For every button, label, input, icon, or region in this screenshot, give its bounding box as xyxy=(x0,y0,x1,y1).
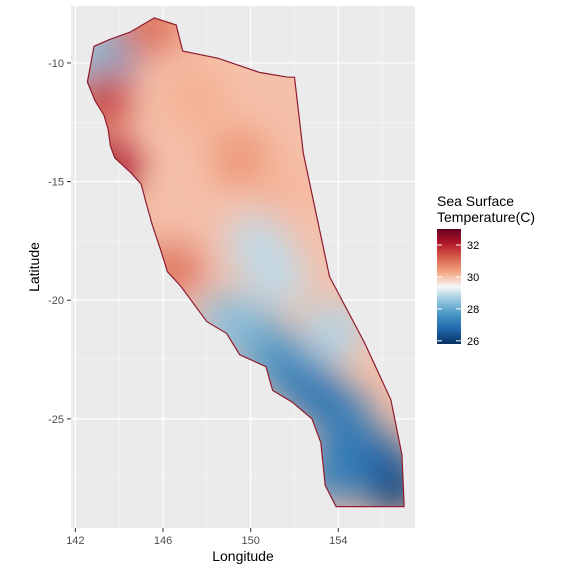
y-axis-title: Latitude xyxy=(26,242,42,292)
y-tick-label: -20 xyxy=(48,295,64,307)
legend-ticks xyxy=(437,244,461,342)
y-tick-label: -10 xyxy=(48,58,64,70)
x-axis-title: Longitude xyxy=(212,548,274,564)
temperature-sample xyxy=(159,187,220,248)
x-axis-ticks xyxy=(74,528,339,532)
temperature-sample xyxy=(165,68,226,129)
y-tick-label: -25 xyxy=(48,414,64,426)
legend-title-line-1: Sea Surface xyxy=(437,193,514,209)
legend-label: 26 xyxy=(467,336,479,348)
x-tick-label: 154 xyxy=(329,535,347,547)
temperature-sample xyxy=(87,68,132,129)
temperature-sample xyxy=(253,163,314,224)
x-axis-tick-labels: 142 146 150 154 xyxy=(66,535,347,547)
temperature-blobs xyxy=(87,17,405,507)
x-tick-label: 150 xyxy=(241,535,259,547)
x-tick-label: 142 xyxy=(66,535,84,547)
y-axis-ticks xyxy=(67,62,71,420)
temperature-sample xyxy=(303,301,364,362)
temperature-sample xyxy=(246,246,307,307)
legend-label: 32 xyxy=(467,240,479,252)
temperature-sample xyxy=(209,127,270,188)
legend-label: 30 xyxy=(467,272,479,284)
legend-title-line-2: Temperature(C) xyxy=(437,209,535,225)
x-tick-label: 146 xyxy=(154,535,172,547)
y-tick-label: -15 xyxy=(48,177,64,189)
y-axis-tick-labels: -10 -15 -20 -25 xyxy=(48,58,64,426)
region-outline xyxy=(86,17,405,508)
legend: Sea Surface Temperature(C) 32 30 28 26 xyxy=(437,193,535,348)
temperature-sample xyxy=(122,17,183,55)
legend-color-bar xyxy=(437,229,461,344)
legend-label: 28 xyxy=(467,304,479,316)
legend-labels: 32 30 28 26 xyxy=(467,240,479,348)
